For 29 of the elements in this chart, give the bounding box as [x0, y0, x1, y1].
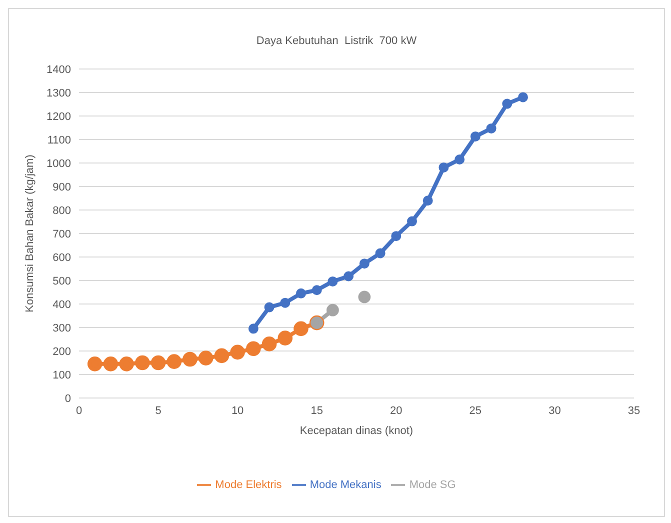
- y-tick-label: 1200: [46, 110, 71, 123]
- legend-label: Mode Elektris: [215, 478, 282, 491]
- x-tick-label: 5: [155, 404, 162, 417]
- y-tick-label: 400: [52, 298, 71, 311]
- y-tick-label: 1300: [46, 87, 71, 100]
- legend-label: Mode Mekanis: [310, 478, 382, 491]
- x-tick-label: 30: [548, 404, 561, 417]
- y-tick-label: 1000: [46, 158, 71, 170]
- y-axis-title: Konsumsi Bahan Bakar (kg/jam): [24, 154, 36, 312]
- y-tick-label: 100: [52, 369, 71, 382]
- y-tick-label: 500: [52, 275, 71, 288]
- y-tick-label: 800: [52, 204, 71, 217]
- x-tick-label: 35: [628, 404, 640, 417]
- y-tick-label: 600: [52, 252, 71, 264]
- y-tick-label: 1100: [47, 134, 71, 146]
- y-tick-label: 1400: [46, 64, 71, 76]
- y-tick-label: 200: [52, 346, 71, 358]
- y-tick-label: 0: [64, 392, 71, 405]
- y-tick-label: 700: [52, 228, 71, 240]
- x-tick-label: 10: [231, 404, 244, 417]
- legend-label: Mode SG: [409, 478, 456, 491]
- chart-title: Daya Kebutuhan Listrik 700 kW: [255, 35, 418, 47]
- x-axis-title: Kecepatan dinas (knot): [300, 425, 414, 437]
- x-tick-label: 0: [76, 404, 82, 417]
- x-tick-label: 15: [310, 404, 323, 417]
- y-tick-label: 900: [52, 181, 71, 194]
- x-tick-label: 25: [469, 404, 482, 417]
- x-tick-label: 20: [390, 404, 402, 417]
- y-tick-label: 300: [52, 322, 71, 334]
